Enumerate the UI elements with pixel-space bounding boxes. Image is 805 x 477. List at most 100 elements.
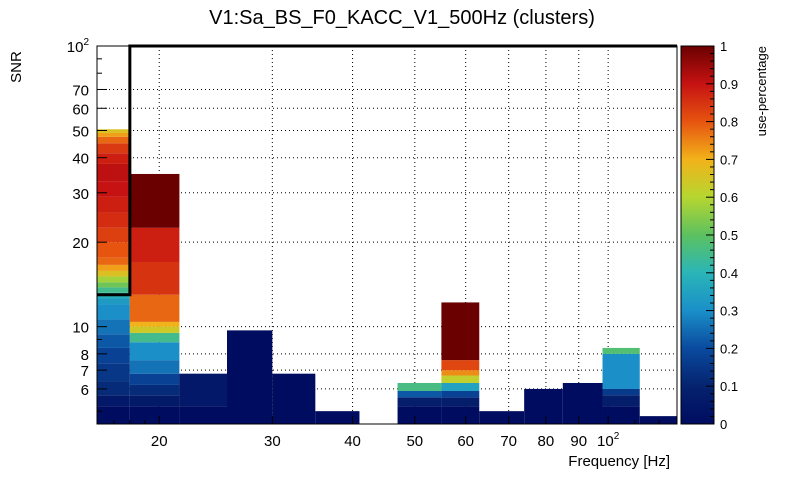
heatmap-cell: [602, 395, 640, 407]
heatmap-cell: [129, 227, 180, 262]
heatmap-cell: [602, 388, 640, 396]
x-tick-label: 40: [344, 433, 361, 450]
heatmap-cell: [479, 411, 525, 424]
heatmap-cell: [441, 375, 480, 383]
colorbar-tick-label: 0.4: [720, 266, 738, 281]
heatmap-cell: [602, 406, 640, 424]
heatmap-cell: [129, 294, 180, 322]
heatmap-cell: [97, 196, 130, 213]
x-axis-label: Frequency [Hz]: [568, 453, 670, 470]
heatmap-cell: [129, 261, 180, 295]
heatmap-cell: [129, 406, 180, 424]
heatmap-cell: [97, 143, 130, 154]
colorbar-tick-label: 0.1: [720, 379, 738, 394]
heatmap-cell: [97, 227, 130, 243]
colorbar-tick-label: 0.5: [720, 228, 738, 243]
heatmap-cell: [129, 373, 180, 385]
x-tick-label: 60: [457, 433, 474, 450]
heatmap-cell: [397, 397, 442, 407]
heatmap-cell: [129, 360, 180, 374]
heatmap-cell: [602, 353, 640, 389]
heatmap-cell: [97, 298, 130, 305]
heatmap-cell: [397, 406, 442, 424]
chart-title: V1:Sa_BS_F0_KACC_V1_500Hz (clusters): [209, 7, 595, 29]
y-tick-label: 70: [72, 82, 89, 99]
heatmap-cell: [97, 406, 130, 424]
colorbar-tick-label: 0.3: [720, 304, 738, 319]
heatmap-cell: [97, 212, 130, 228]
heatmap-cell: [441, 382, 480, 391]
heatmap-cell: [97, 363, 130, 382]
heatmap-cell: [97, 304, 130, 320]
heatmap-cell: [227, 330, 273, 424]
heatmap-cell: [97, 242, 130, 258]
x-tick-label: 70: [500, 433, 517, 450]
x-tick-label: 90: [570, 433, 587, 450]
heatmap-cell: [397, 382, 442, 391]
x-axis-ticks: 20 30 40 50 60 70 80 90 102: [113, 416, 660, 450]
heatmap-cell: [397, 390, 442, 398]
heatmap-cell: [97, 181, 130, 197]
heatmap-cell: [97, 129, 130, 133]
y-tick-label: 40: [72, 151, 89, 168]
heatmap-cell: [97, 264, 130, 271]
heatmap-cell: [129, 332, 180, 343]
x-tick-label: 20: [151, 433, 168, 450]
colorbar-tick-label: 0.6: [720, 190, 738, 205]
plot-frame: [96, 45, 678, 425]
heatmap-cell: [129, 173, 180, 228]
heatmap-cell: [179, 373, 228, 407]
heatmap-cells: [97, 129, 677, 424]
heatmap-cell: [441, 390, 480, 398]
colorbar-ticks: 0 0.1 0.2 0.3 0.4 0.5 0.6 0.7 0.8 0.9 1: [706, 39, 738, 432]
heatmap-cell: [129, 395, 180, 407]
y-tick-label: 10: [72, 320, 89, 337]
x-tick-label: 50: [406, 433, 423, 450]
y-tick-label: 60: [72, 101, 89, 118]
colorbar-tick-label: 0.2: [720, 341, 738, 356]
heatmap-cell: [97, 381, 130, 396]
heatmap-cell: [602, 347, 640, 354]
y-axis-label: SNR: [8, 51, 25, 83]
heatmap-cell: [97, 153, 130, 164]
x-tick-label: 80: [538, 433, 555, 450]
heatmap-cell: [441, 397, 480, 407]
heatmap-cell: [129, 342, 180, 361]
heatmap-cell: [441, 302, 480, 361]
y-tick-label: 20: [72, 235, 89, 252]
heatmap-cell: [97, 287, 130, 293]
heatmap-cell: [441, 406, 480, 424]
heatmap-cell: [97, 270, 130, 277]
heatmap-cell: [97, 163, 130, 182]
heatmap-cell: [97, 276, 130, 283]
heatmap-cell: [562, 382, 603, 424]
heatmap-cell: [97, 319, 130, 335]
heatmap-cell: [129, 326, 180, 333]
heatmap-cell: [315, 411, 360, 424]
heatmap-cell: [179, 406, 228, 424]
heatmap-cell: [97, 282, 130, 288]
heatmap-cell: [441, 370, 480, 376]
heatmap-cell: [441, 360, 480, 371]
heatmap-cell: [272, 373, 316, 424]
heatmap-cell: [129, 321, 180, 327]
heatmap-cell: [639, 416, 677, 424]
colorbar-tick-label: 0.7: [720, 152, 738, 167]
colorbar-label: use-percentage: [754, 46, 769, 136]
y-tick-label: 8: [81, 347, 89, 364]
heatmap-cell: [97, 136, 130, 144]
heatmap-cell: [129, 384, 180, 396]
heatmap-cell: [97, 132, 130, 137]
colorbar-tick-label: 0: [720, 417, 727, 432]
colorbar-tick-label: 0.8: [720, 115, 738, 130]
heatmap-cell: [524, 388, 563, 424]
colorbar-tick-label: 1: [720, 39, 727, 54]
x-tick-label: 30: [264, 433, 281, 450]
y-tick-label: 30: [72, 186, 89, 203]
colorbar-tick-label: 0.9: [720, 77, 738, 92]
y-tick-label: 50: [72, 123, 89, 140]
heatmap-cell: [97, 395, 130, 407]
